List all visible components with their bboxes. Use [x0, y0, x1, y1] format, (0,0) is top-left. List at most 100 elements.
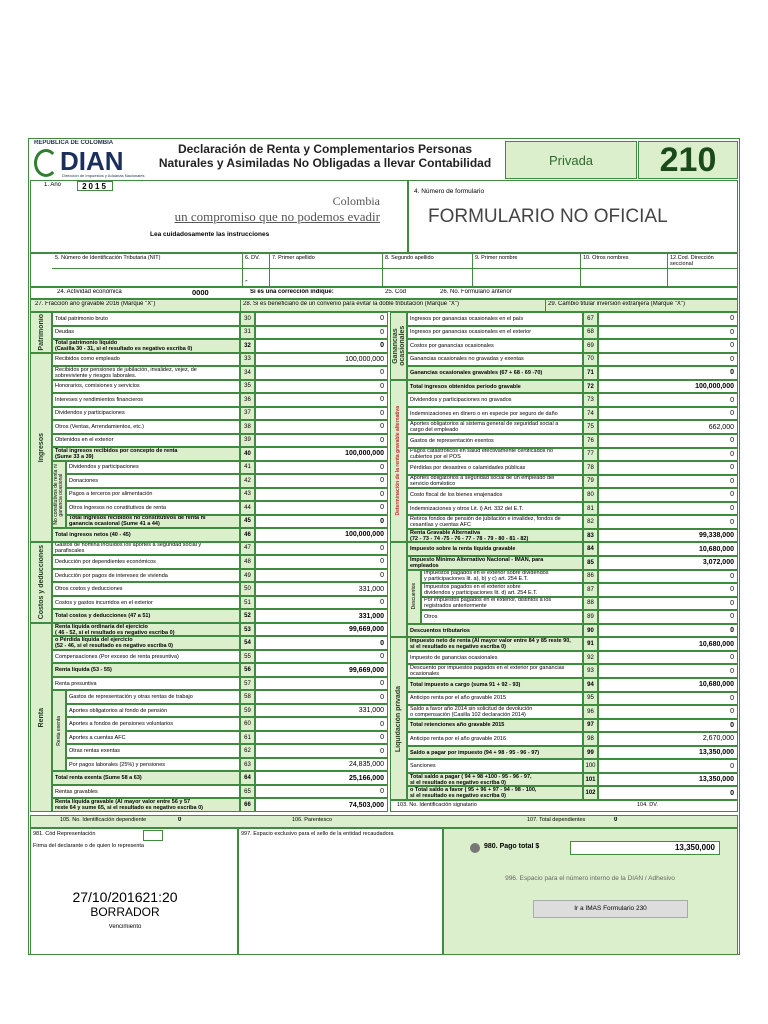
form-number: 210 [638, 141, 738, 179]
row-code: 70 [583, 352, 598, 367]
row-value: 0 [255, 690, 388, 704]
row-label: Otros (Ventas, Arrendamientos, etc.) [52, 420, 240, 434]
row-label: Ingresos por ganancias ocasionales en el… [407, 325, 583, 340]
row-value: 0 [598, 759, 738, 773]
row-24 [30, 287, 738, 299]
top-right [408, 180, 738, 253]
row-value: 24,835,000 [255, 757, 388, 772]
row-value: 0 [255, 366, 388, 380]
row-value: 0 [598, 352, 738, 367]
imas-button[interactable]: Ir a IMAS Formulario 230 [533, 900, 688, 918]
group-label-text: Renta exenta [55, 716, 62, 746]
row-value: 99,669,000 [255, 663, 388, 677]
top-left [30, 180, 408, 253]
row-label: Pérdidas por desastres o calamidades púb… [407, 461, 583, 475]
row-code: 81 [583, 501, 598, 516]
section-label: Liquidación privada [390, 637, 407, 800]
row-code: 77 [583, 447, 598, 462]
row-label: Ingresos por ganancias ocasionales en el… [407, 312, 583, 326]
row-label: Impuestos pagados en el exterior sobre d… [421, 583, 583, 597]
row-label: Total saldo a pagar ( 94 + 98 +100 - 95 … [407, 772, 583, 787]
row-label: Saldo a favor año 2014 sin solicitud de … [407, 705, 583, 719]
row-value: 3,072,000 [598, 556, 738, 570]
row-value: 0 [598, 406, 738, 421]
row-value: 331,000 [255, 703, 388, 718]
stamp-label: 997. Espacio exclusivo para el sello de … [241, 831, 394, 837]
slogan: un compromiso que no podemos evadir [174, 209, 380, 224]
logo-sub: Dirección de Impuestos y Aduanas Naciona… [62, 173, 145, 178]
row-label: Pagos catastróficos en salud efectivamen… [407, 447, 583, 462]
form-title: Declaración de Renta y Complementarios P… [158, 142, 492, 170]
row-code: 96 [583, 705, 598, 719]
signature-area [30, 828, 238, 955]
row-code: 41 [240, 460, 255, 475]
row-value: 0 [598, 339, 738, 353]
row-103 [390, 800, 738, 812]
row-label: Impuestos pagados en el exterior sobre d… [421, 569, 583, 584]
row-code: 43 [240, 487, 255, 502]
row-code: 80 [583, 488, 598, 502]
total-dependents-label: 107. Total dependientes [527, 817, 586, 823]
row-code: 76 [583, 434, 598, 448]
row-label: Total patrimonio líquido (Casilla 30 - 3… [52, 339, 240, 353]
row-label: Renta Gravable Alternativa (72 - 73 - 74… [407, 528, 583, 543]
form-no-label: 4. Número de formulario [414, 188, 485, 195]
id-field-divider [667, 253, 668, 287]
row-code: 94 [583, 678, 598, 692]
section-label: Costos y deducciones [30, 541, 52, 623]
row-value: 0 [598, 650, 738, 665]
group-label-text: Descuentos [410, 583, 417, 610]
row-label: Aportes a cuentas AFC [66, 730, 240, 745]
row-value: 0 [255, 676, 388, 691]
row-value: 0 [255, 730, 388, 745]
row-value: 2,670,000 [598, 732, 738, 746]
row-code: 102 [583, 786, 598, 800]
id-dash: - [245, 276, 248, 285]
correction: Si es una corrección indique: [250, 289, 334, 295]
row-code: 49 [240, 568, 255, 583]
row-value: 10,680,000 [598, 637, 738, 651]
representation-label: 981. Cód Representación [33, 831, 96, 837]
id-input-row [52, 268, 738, 287]
row-value: 100,000,000 [255, 447, 388, 461]
row-label: Saldo a pagar por impuesto (94 + 98 - 95… [407, 745, 583, 760]
row-value: 0 [255, 649, 388, 664]
row-label: Sanciones [407, 759, 583, 773]
row-value: 0 [598, 393, 738, 407]
row-label: Costos y gastos incurridos en el exterio… [52, 595, 240, 610]
row-label: Impuesto de ganancias ocasionales [407, 650, 583, 665]
id-field-label: 9. Primer nombre [475, 255, 518, 261]
row-code: 47 [240, 541, 255, 556]
dian-space-label: 996. Espacio para el número interno de l… [505, 875, 675, 882]
row-code: 65 [240, 784, 255, 799]
activity-label: 24. Actividad económica [57, 289, 122, 295]
row-code: 79 [583, 474, 598, 489]
row-label: Gastos de representación y otras rentas … [66, 690, 240, 704]
row-code: 37 [240, 406, 255, 421]
row-value: 0 [598, 461, 738, 475]
row-code: 87 [583, 583, 598, 597]
check-field-label: 28. Si es beneficiario de un convenio pa… [243, 301, 460, 307]
row-label: Anticipo renta por el año gravable 2015 [407, 691, 583, 706]
row-code: 84 [583, 542, 598, 556]
group-label-text: No constitutivos de renta ni ganancia oc… [53, 464, 64, 525]
row-value: 0 [598, 447, 738, 462]
row-code: 30 [240, 312, 255, 326]
id-field-divider [580, 253, 581, 287]
row-value: 0 [598, 474, 738, 489]
relation-label: 106. Parentesco [292, 817, 333, 823]
row-code: 92 [583, 650, 598, 665]
row-value: 0 [255, 474, 388, 488]
row-value: 0 [598, 691, 738, 706]
stamp-area [238, 828, 443, 955]
row-code: 38 [240, 420, 255, 434]
draft: BORRADOR [90, 905, 160, 919]
row-label: Anticipo renta por el año gravable 2016 [407, 732, 583, 746]
row-code: 89 [583, 610, 598, 624]
row-label: Dividendos y participaciones no gravados [407, 393, 583, 407]
row-code: 34 [240, 366, 255, 380]
row-value: 0 [598, 786, 738, 800]
row-code: 101 [583, 772, 598, 787]
row-label: Deducción por dependientes económicos [52, 555, 240, 569]
